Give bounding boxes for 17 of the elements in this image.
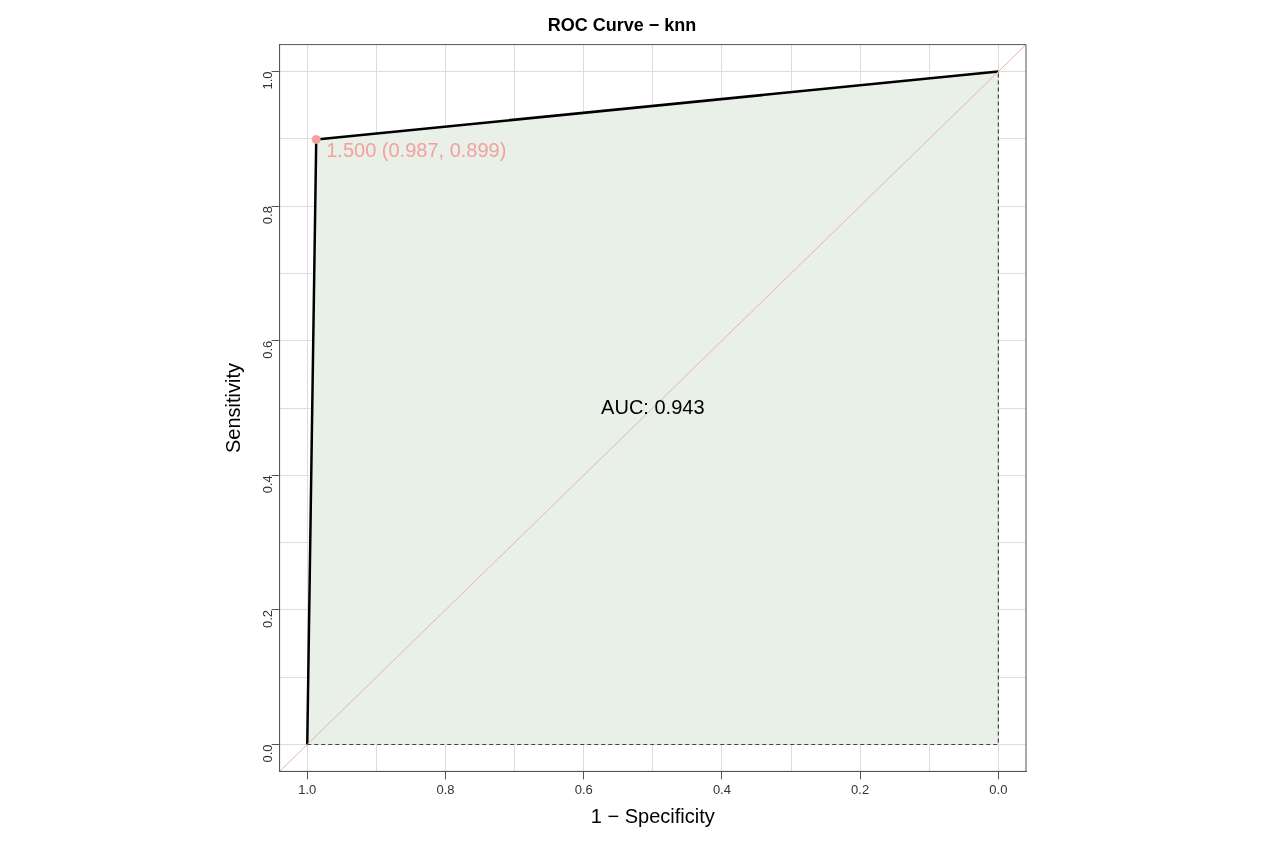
chart-title: ROC Curve − knn <box>547 14 697 35</box>
y-tick-label: 1.0 <box>260 71 276 90</box>
x-tick-label: 1.0 <box>298 781 317 797</box>
x-tick-label: 0.0 <box>989 781 1008 797</box>
x-tick-label: 0.2 <box>851 781 870 797</box>
x-tick-label: 0.8 <box>436 781 455 797</box>
x-axis-title: 1 − Specificity <box>590 804 715 827</box>
y-tick-label: 0.2 <box>260 609 276 628</box>
y-tick-label: 0.6 <box>260 340 276 359</box>
annotation: AUC: 0.943 <box>601 395 705 418</box>
y-tick-label: 0.4 <box>260 475 276 494</box>
x-tick-label: 0.4 <box>712 781 731 797</box>
x-tick-label: 0.6 <box>574 781 593 797</box>
y-tick-label: 0.8 <box>260 206 276 225</box>
y-axis-title: Sensitivity <box>221 362 244 454</box>
annotation: 1.500 (0.987, 0.899) <box>326 139 507 161</box>
y-tick-label: 0.0 <box>260 744 276 763</box>
